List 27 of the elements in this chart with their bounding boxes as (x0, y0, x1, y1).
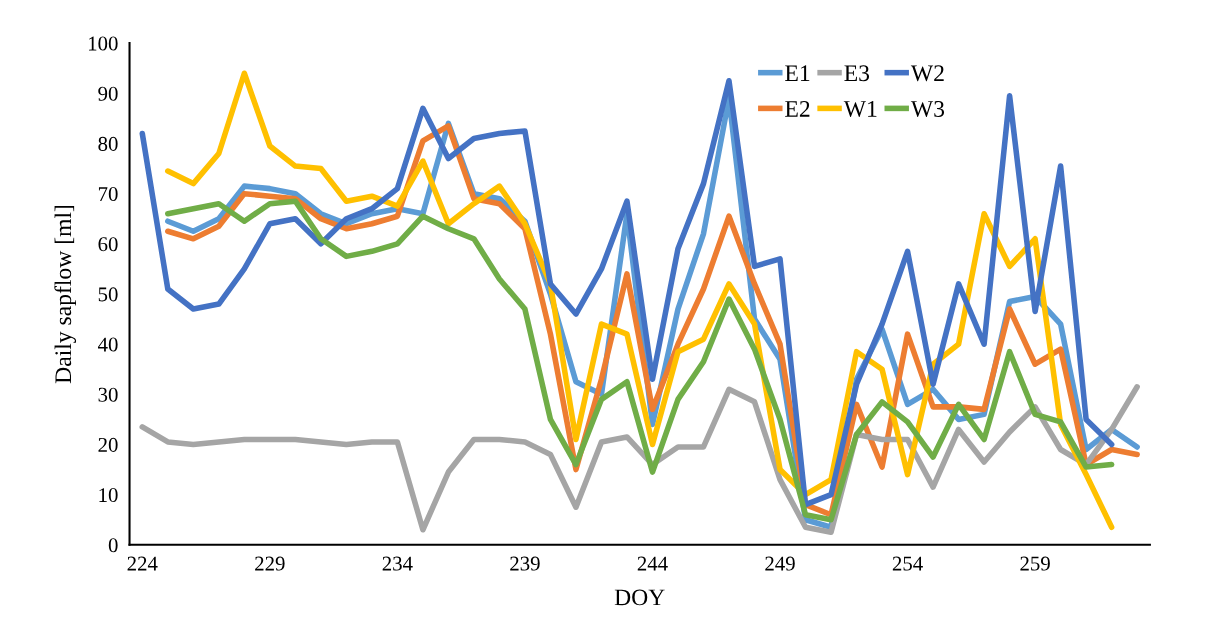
y-tick-label: 30 (98, 387, 118, 402)
x-tick-label: 234 (382, 556, 413, 571)
legend-label: E3 (844, 65, 870, 82)
y-tick-label: 40 (97, 337, 118, 352)
legend-label: E2 (785, 101, 810, 117)
legend-label: E1 (785, 65, 810, 81)
y-tick-label: 50 (98, 287, 118, 302)
y-tick-label: 90 (98, 86, 118, 101)
y-tick-label: 80 (98, 136, 118, 151)
y-axis-title: Daily sapflow [ml] (54, 205, 77, 384)
y-tick-label: 20 (98, 437, 118, 452)
x-tick-label: 259 (1020, 556, 1050, 571)
y-tick-label: 10 (99, 488, 118, 503)
x-tick-label: 229 (255, 556, 285, 571)
x-tick-label: 249 (765, 556, 795, 571)
x-tick-label: 224 (127, 556, 158, 571)
legend-label: W3 (910, 101, 945, 118)
x-tick-label: 254 (892, 556, 923, 571)
y-tick-label: 60 (98, 237, 118, 252)
x-axis-title: DOY (614, 589, 665, 606)
y-tick-label: 0 (108, 538, 118, 553)
x-tick-label: 244 (637, 556, 668, 571)
legend-label: W2 (910, 65, 944, 82)
y-tick-label: 70 (98, 187, 118, 202)
legend-label: W1 (843, 101, 877, 118)
y-tick-label: 100 (89, 36, 118, 51)
x-tick-label: 239 (510, 556, 540, 571)
